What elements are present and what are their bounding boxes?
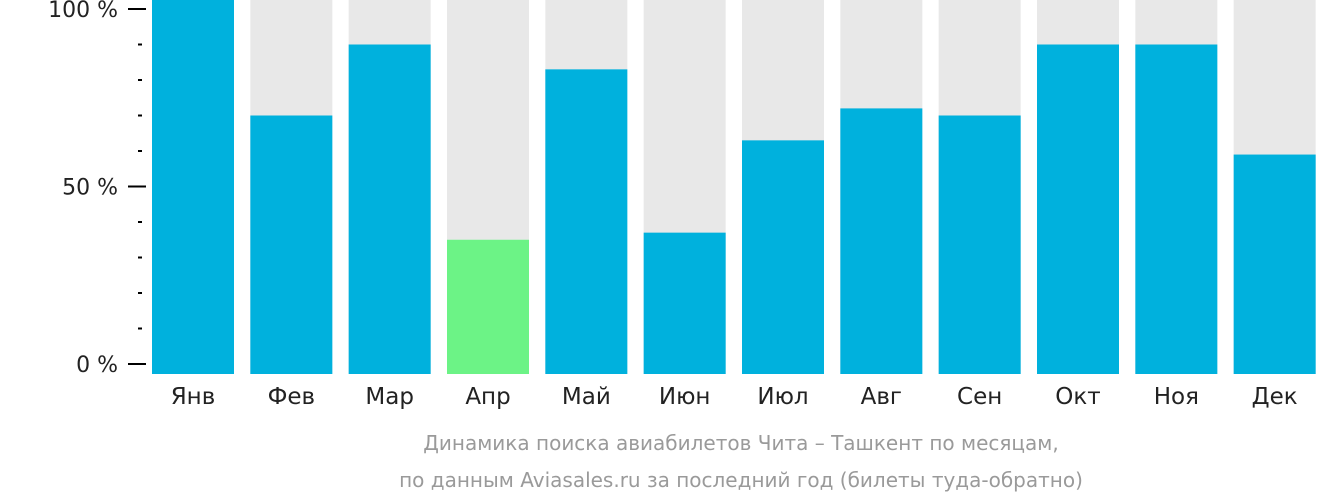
x-tick-label-8: Сен: [957, 384, 1002, 410]
x-tick-label-3: Апр: [465, 384, 510, 410]
bar-7[interactable]: [840, 108, 923, 375]
bar-10[interactable]: [1135, 44, 1218, 375]
bar-5[interactable]: [643, 232, 726, 374]
bar-9[interactable]: [1037, 44, 1119, 375]
bar-8[interactable]: [938, 115, 1021, 375]
x-tick-label-0: Янв: [171, 384, 216, 410]
bar-3[interactable]: [447, 239, 529, 374]
x-tick-label-9: Окт: [1055, 384, 1100, 410]
y-tick-label-0: 0 %: [76, 353, 118, 378]
bar-6[interactable]: [742, 140, 824, 374]
x-tick-label-10: Ноя: [1154, 384, 1199, 410]
x-tick-label-2: Мар: [365, 384, 414, 410]
x-tick-label-11: Дек: [1252, 384, 1298, 410]
y-tick-label-2: 100 %: [48, 0, 118, 23]
x-tick-label-4: Май: [562, 384, 611, 410]
x-tick-label-5: Июн: [659, 384, 711, 410]
x-tick-label-6: Июл: [757, 384, 808, 410]
bar-2[interactable]: [348, 44, 431, 375]
x-tick-label-7: Авг: [861, 384, 902, 410]
bar-11[interactable]: [1233, 154, 1316, 374]
y-tick-label-1: 50 %: [62, 176, 118, 201]
chart-caption-line-1: Динамика поиска авиабилетов Чита – Ташке…: [423, 431, 1059, 455]
x-tick-label-1: Фев: [268, 384, 316, 410]
chart-caption-line-2: по данным Aviasales.ru за последний год …: [399, 468, 1083, 492]
bar-4[interactable]: [545, 69, 628, 374]
bar-1[interactable]: [250, 115, 333, 375]
bar-0[interactable]: [152, 0, 234, 374]
